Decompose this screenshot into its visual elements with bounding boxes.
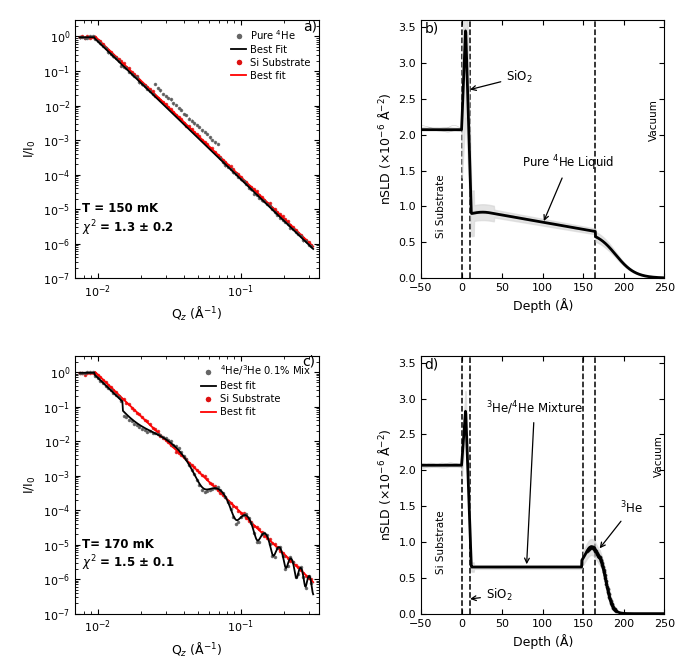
Legend: $^4$He/$^3$He 0.1% Mix, Best fit, Si Substrate, Best fit: $^4$He/$^3$He 0.1% Mix, Best fit, Si Sub… [197,361,314,420]
Text: d): d) [424,358,438,372]
X-axis label: Q$_z$ (Å$^{-1}$): Q$_z$ (Å$^{-1}$) [171,305,223,323]
Text: Vacuum: Vacuum [653,435,664,477]
Text: Si Substrate: Si Substrate [436,175,447,238]
Text: Si Substrate: Si Substrate [436,510,447,574]
X-axis label: Depth (Å): Depth (Å) [512,634,573,649]
X-axis label: Q$_z$ (Å$^{-1}$): Q$_z$ (Å$^{-1}$) [171,641,223,659]
Text: SiO$_2$: SiO$_2$ [471,588,512,604]
Y-axis label: I/I$_0$: I/I$_0$ [23,475,38,494]
Text: c): c) [303,355,316,369]
Y-axis label: nSLD (×10$^{-6}$ Å$^{-2}$): nSLD (×10$^{-6}$ Å$^{-2}$) [376,428,393,541]
Text: b): b) [424,22,438,36]
Y-axis label: I/I$_0$: I/I$_0$ [23,139,38,159]
Legend: Pure $^4$He, Best Fit, Si Substrate, Best fit: Pure $^4$He, Best Fit, Si Substrate, Bes… [228,25,314,84]
Text: Vacuum: Vacuum [649,99,659,141]
Text: $^3$He/$^4$He Mixture: $^3$He/$^4$He Mixture [486,400,583,563]
X-axis label: Depth (Å): Depth (Å) [512,299,573,313]
Text: a): a) [303,19,316,33]
Y-axis label: nSLD (×10$^{-6}$ Å$^{-2}$): nSLD (×10$^{-6}$ Å$^{-2}$) [376,93,393,205]
Text: T= 170 mK
$\chi^2$ = 1.5 ± 0.1: T= 170 mK $\chi^2$ = 1.5 ± 0.1 [82,538,175,573]
Text: T = 150 mK
$\chi^2$ = 1.3 ± 0.2: T = 150 mK $\chi^2$ = 1.3 ± 0.2 [82,202,174,237]
Text: SiO$_2$: SiO$_2$ [471,69,533,90]
Text: $^3$He: $^3$He [601,500,643,547]
Text: Pure $^4$He Liquid: Pure $^4$He Liquid [523,153,614,220]
